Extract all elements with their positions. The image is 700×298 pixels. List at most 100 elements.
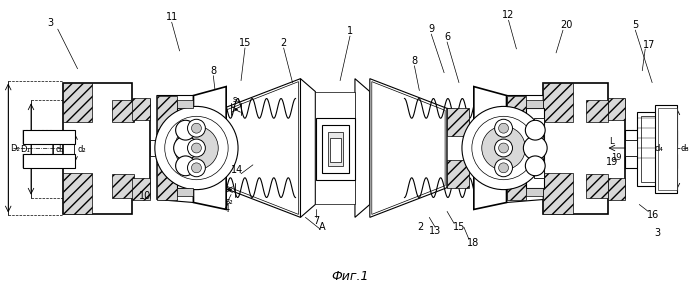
Bar xyxy=(625,130,677,144)
Circle shape xyxy=(176,120,195,140)
Circle shape xyxy=(495,159,512,177)
Bar xyxy=(150,140,192,156)
Circle shape xyxy=(155,106,238,190)
Bar xyxy=(330,138,341,162)
Text: 18: 18 xyxy=(467,238,479,248)
Bar xyxy=(23,130,75,144)
Polygon shape xyxy=(507,95,543,203)
Polygon shape xyxy=(300,79,315,217)
Circle shape xyxy=(188,139,205,157)
Bar xyxy=(202,108,223,136)
Text: d₂: d₂ xyxy=(77,145,86,154)
Bar xyxy=(534,118,544,178)
Text: 2: 2 xyxy=(281,38,287,48)
Text: 4: 4 xyxy=(223,204,229,215)
Polygon shape xyxy=(526,188,543,195)
Text: Фиг.1: Фиг.1 xyxy=(331,270,369,283)
Bar xyxy=(316,118,355,180)
Bar xyxy=(543,83,573,122)
Circle shape xyxy=(498,143,508,153)
Bar xyxy=(322,125,349,173)
Polygon shape xyxy=(63,83,150,214)
Circle shape xyxy=(526,156,545,176)
Bar xyxy=(526,108,544,188)
Bar xyxy=(637,112,675,186)
Bar xyxy=(176,108,195,188)
Bar xyxy=(543,173,573,214)
Circle shape xyxy=(524,136,547,160)
Text: 6: 6 xyxy=(444,32,450,42)
Polygon shape xyxy=(176,188,193,195)
Text: 5: 5 xyxy=(632,20,638,30)
Bar xyxy=(185,118,195,178)
Text: 1: 1 xyxy=(347,26,353,36)
Text: 16: 16 xyxy=(647,210,659,221)
Bar xyxy=(658,108,677,190)
Text: 19: 19 xyxy=(606,157,619,167)
Bar xyxy=(63,83,92,122)
Text: 13: 13 xyxy=(429,226,441,236)
Polygon shape xyxy=(223,79,300,217)
Circle shape xyxy=(472,116,536,180)
Circle shape xyxy=(482,126,526,170)
Bar xyxy=(447,108,469,136)
Bar xyxy=(608,178,625,200)
Polygon shape xyxy=(370,79,447,217)
Circle shape xyxy=(462,106,545,190)
Text: 20: 20 xyxy=(560,20,572,30)
Polygon shape xyxy=(543,83,625,214)
Text: 3: 3 xyxy=(654,228,660,238)
Text: 15: 15 xyxy=(453,222,466,232)
Bar xyxy=(655,105,677,193)
Bar xyxy=(586,174,608,198)
Polygon shape xyxy=(526,100,543,108)
Circle shape xyxy=(164,116,228,180)
Text: 12: 12 xyxy=(503,10,514,20)
Text: D₂: D₂ xyxy=(10,144,20,153)
Circle shape xyxy=(174,126,218,170)
Circle shape xyxy=(192,163,202,173)
Text: L: L xyxy=(609,136,614,146)
Bar xyxy=(112,174,134,198)
Text: 14: 14 xyxy=(231,165,243,175)
Text: 8: 8 xyxy=(412,56,417,66)
Text: 9: 9 xyxy=(428,24,434,34)
Bar xyxy=(63,173,92,214)
Polygon shape xyxy=(157,95,193,203)
Bar xyxy=(157,163,176,200)
Bar xyxy=(447,160,469,188)
Text: 11: 11 xyxy=(166,12,178,22)
Circle shape xyxy=(188,159,205,177)
Text: 2: 2 xyxy=(417,222,424,232)
Text: s₁: s₁ xyxy=(232,95,240,104)
Circle shape xyxy=(495,139,512,157)
Polygon shape xyxy=(193,87,226,209)
Text: D₁: D₁ xyxy=(20,145,30,153)
Bar xyxy=(507,95,526,135)
Bar xyxy=(625,140,637,156)
Bar xyxy=(625,154,677,168)
Text: s₂: s₂ xyxy=(225,197,233,206)
Polygon shape xyxy=(202,108,223,188)
Text: d₃: d₃ xyxy=(680,144,690,153)
Bar xyxy=(586,100,608,122)
Bar xyxy=(656,105,676,125)
Circle shape xyxy=(192,143,202,153)
Text: 10: 10 xyxy=(139,190,151,201)
Polygon shape xyxy=(447,108,469,188)
Bar xyxy=(202,160,223,188)
Bar xyxy=(132,98,150,120)
Text: d₁: d₁ xyxy=(55,145,64,154)
Bar xyxy=(132,178,150,200)
Text: 15: 15 xyxy=(239,38,251,48)
Circle shape xyxy=(174,136,197,160)
Text: 3: 3 xyxy=(48,18,54,28)
Polygon shape xyxy=(315,91,355,204)
Circle shape xyxy=(192,123,202,133)
Text: 8: 8 xyxy=(210,66,216,76)
Bar xyxy=(112,100,134,122)
Text: 19: 19 xyxy=(611,153,622,162)
Circle shape xyxy=(526,120,545,140)
Circle shape xyxy=(498,163,508,173)
Text: 17: 17 xyxy=(643,40,655,50)
